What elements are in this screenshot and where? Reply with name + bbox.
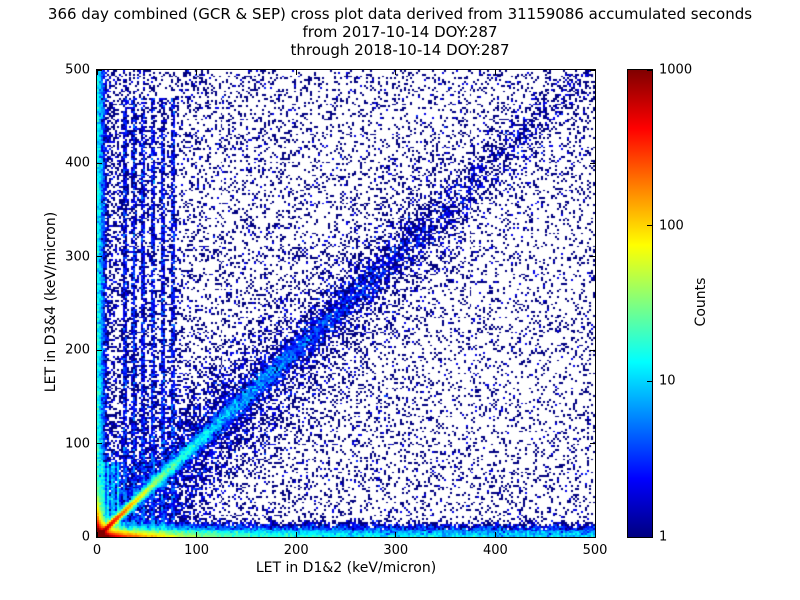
- y-tick-label: 100: [65, 436, 90, 452]
- y-tick-mark-left: [97, 349, 102, 351]
- y-tick-mark-right: [590, 443, 595, 445]
- x-tick-mark-bottom: [395, 532, 397, 537]
- y-tick-mark-left: [97, 536, 102, 538]
- x-tick-mark-top: [395, 70, 397, 75]
- x-tick-mark-top: [196, 70, 198, 75]
- x-tick-label: 0: [92, 543, 102, 558]
- colorbar-tick-mark: [647, 536, 652, 538]
- x-axis-label: LET in D1&2 (keV/micron): [255, 560, 437, 576]
- y-tick-label: 0: [81, 529, 90, 545]
- y-axis-label: LET in D3&4 (keV/micron): [43, 211, 59, 393]
- colorbar-tick-label: 1: [659, 529, 668, 545]
- x-tick-label: 400: [482, 543, 508, 558]
- x-tick-label: 100: [184, 543, 210, 558]
- y-tick-mark-right: [590, 69, 595, 71]
- y-tick-mark-left: [97, 69, 102, 71]
- colorbar: [627, 69, 653, 538]
- density-scatter-canvas: [97, 70, 595, 537]
- x-tick-mark-bottom: [295, 532, 297, 537]
- chart-title-line-2: from 2017-10-14 DOY:287: [302, 23, 498, 41]
- x-tick-mark-bottom: [594, 532, 596, 537]
- y-tick-label: 500: [65, 62, 90, 78]
- chart-title-line-1: 366 day combined (GCR & SEP) cross plot …: [47, 5, 753, 23]
- x-tick-mark-top: [96, 70, 98, 75]
- x-tick-label: 200: [283, 543, 309, 558]
- y-tick-mark-left: [97, 256, 102, 258]
- colorbar-label: Counts: [693, 277, 709, 327]
- colorbar-tick-mark: [647, 225, 652, 227]
- y-tick-mark-right: [590, 162, 595, 164]
- y-tick-label: 400: [65, 155, 90, 171]
- y-tick-label: 300: [65, 249, 90, 265]
- x-tick-mark-top: [594, 70, 596, 75]
- y-tick-label: 200: [65, 342, 90, 358]
- y-tick-mark-left: [97, 162, 102, 164]
- colorbar-tick-label: 1000: [659, 62, 693, 78]
- x-tick-label: 300: [383, 543, 409, 558]
- colorbar-tick-label: 10: [659, 373, 676, 389]
- y-tick-mark-right: [590, 536, 595, 538]
- x-tick-label: 500: [582, 543, 608, 558]
- y-tick-mark-right: [590, 349, 595, 351]
- colorbar-tick-label: 100: [659, 218, 684, 234]
- x-tick-mark-bottom: [196, 532, 198, 537]
- colorbar-gradient: [628, 70, 652, 537]
- colorbar-tick-mark: [647, 69, 652, 71]
- x-tick-mark-top: [295, 70, 297, 75]
- x-tick-mark-bottom: [96, 532, 98, 537]
- x-tick-mark-bottom: [494, 532, 496, 537]
- x-tick-mark-top: [494, 70, 496, 75]
- y-tick-mark-right: [590, 256, 595, 258]
- chart-title-line-3: through 2018-10-14 DOY:287: [290, 41, 510, 59]
- y-tick-mark-left: [97, 443, 102, 445]
- colorbar-tick-mark: [647, 380, 652, 382]
- plot-area: [96, 69, 596, 538]
